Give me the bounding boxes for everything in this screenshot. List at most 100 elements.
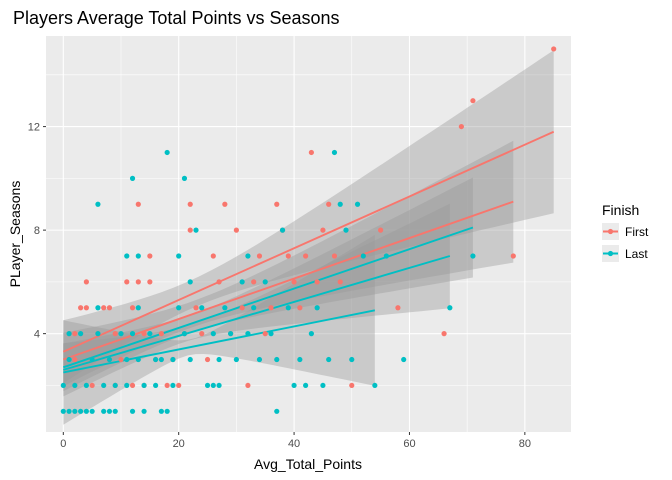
point-last	[176, 253, 182, 259]
point-last	[78, 331, 84, 337]
point-last	[291, 382, 297, 389]
point-last	[216, 382, 222, 389]
point-last	[314, 305, 320, 311]
point-last	[129, 175, 136, 181]
point-last	[216, 356, 222, 363]
point-first	[308, 149, 314, 156]
legend-title: Finish	[602, 202, 639, 218]
point-last	[360, 253, 366, 259]
point-first	[470, 98, 476, 104]
confidence-bands	[63, 50, 554, 425]
y-tick-label: 4	[34, 329, 40, 341]
point-last	[66, 331, 72, 337]
point-last	[245, 253, 251, 259]
plot-panel	[46, 36, 571, 432]
point-last	[153, 356, 159, 363]
point-last	[153, 382, 159, 389]
point-last	[60, 408, 66, 414]
point-first	[129, 382, 136, 389]
point-last	[83, 408, 89, 414]
point-last	[141, 408, 147, 414]
point-first	[262, 331, 268, 337]
point-last	[297, 356, 303, 363]
point-first	[72, 356, 78, 363]
point-first	[204, 356, 211, 363]
x-tick-label: 80	[519, 438, 531, 450]
point-last	[78, 408, 84, 414]
point-last	[343, 227, 349, 233]
point-last	[274, 356, 280, 363]
point-first	[320, 227, 326, 233]
point-last	[101, 382, 107, 389]
point-last	[89, 408, 95, 414]
point-last	[60, 382, 66, 389]
point-first	[326, 201, 332, 207]
point-last	[89, 356, 95, 363]
point-first	[395, 305, 401, 311]
point-last	[228, 331, 234, 337]
point-last	[170, 356, 176, 363]
point-first	[83, 305, 89, 311]
point-last	[129, 408, 136, 414]
confidence-band-last	[63, 177, 473, 392]
point-first	[210, 253, 216, 259]
legend-dot-first	[607, 228, 614, 235]
point-last	[101, 408, 107, 414]
x-tick-label: 40	[288, 438, 300, 450]
point-last	[337, 201, 343, 207]
point-last	[354, 201, 361, 207]
x-axis-ticks: 0 20 40 60 80	[60, 432, 531, 450]
point-last	[141, 382, 147, 389]
point-last	[308, 331, 314, 337]
point-first	[164, 382, 170, 389]
point-first	[89, 382, 95, 389]
point-first	[303, 253, 309, 259]
point-first	[101, 305, 107, 311]
confidence-band-first	[63, 140, 514, 387]
point-last	[239, 279, 245, 285]
point-last	[447, 305, 453, 311]
legend-dot-last	[607, 250, 614, 257]
point-last	[383, 253, 389, 259]
point-last	[129, 331, 136, 337]
point-first	[458, 123, 464, 130]
point-last	[106, 408, 113, 414]
point-first	[551, 46, 557, 52]
point-last	[124, 356, 130, 363]
point-first	[268, 305, 274, 311]
fit-lines	[62, 130, 555, 374]
point-first	[187, 227, 193, 233]
point-last	[279, 227, 286, 233]
legend: Finish First Last	[602, 202, 649, 262]
point-last	[72, 382, 78, 389]
point-first	[106, 305, 113, 311]
point-last	[124, 382, 130, 389]
point-last	[72, 408, 78, 414]
point-first	[441, 331, 447, 337]
point-last	[199, 305, 205, 311]
legend-item-first: First	[602, 223, 649, 240]
point-last	[187, 279, 193, 285]
x-tick-label: 0	[60, 438, 66, 450]
legend-item-last: Last	[602, 245, 648, 262]
point-first	[129, 305, 136, 311]
point-last	[158, 356, 164, 363]
point-first	[112, 331, 118, 337]
point-last	[112, 408, 118, 414]
point-last	[210, 382, 216, 389]
point-first	[285, 253, 291, 259]
point-last	[95, 331, 101, 337]
point-last	[106, 356, 113, 363]
point-last	[66, 408, 72, 414]
point-last	[285, 305, 291, 311]
point-first	[349, 382, 355, 389]
point-last	[158, 408, 164, 414]
point-first	[141, 331, 147, 337]
point-first	[378, 227, 384, 233]
fit-line-last	[63, 255, 451, 371]
point-first	[158, 331, 164, 337]
point-last	[251, 305, 257, 311]
confidence-band-last	[63, 234, 375, 425]
point-last	[83, 382, 89, 389]
